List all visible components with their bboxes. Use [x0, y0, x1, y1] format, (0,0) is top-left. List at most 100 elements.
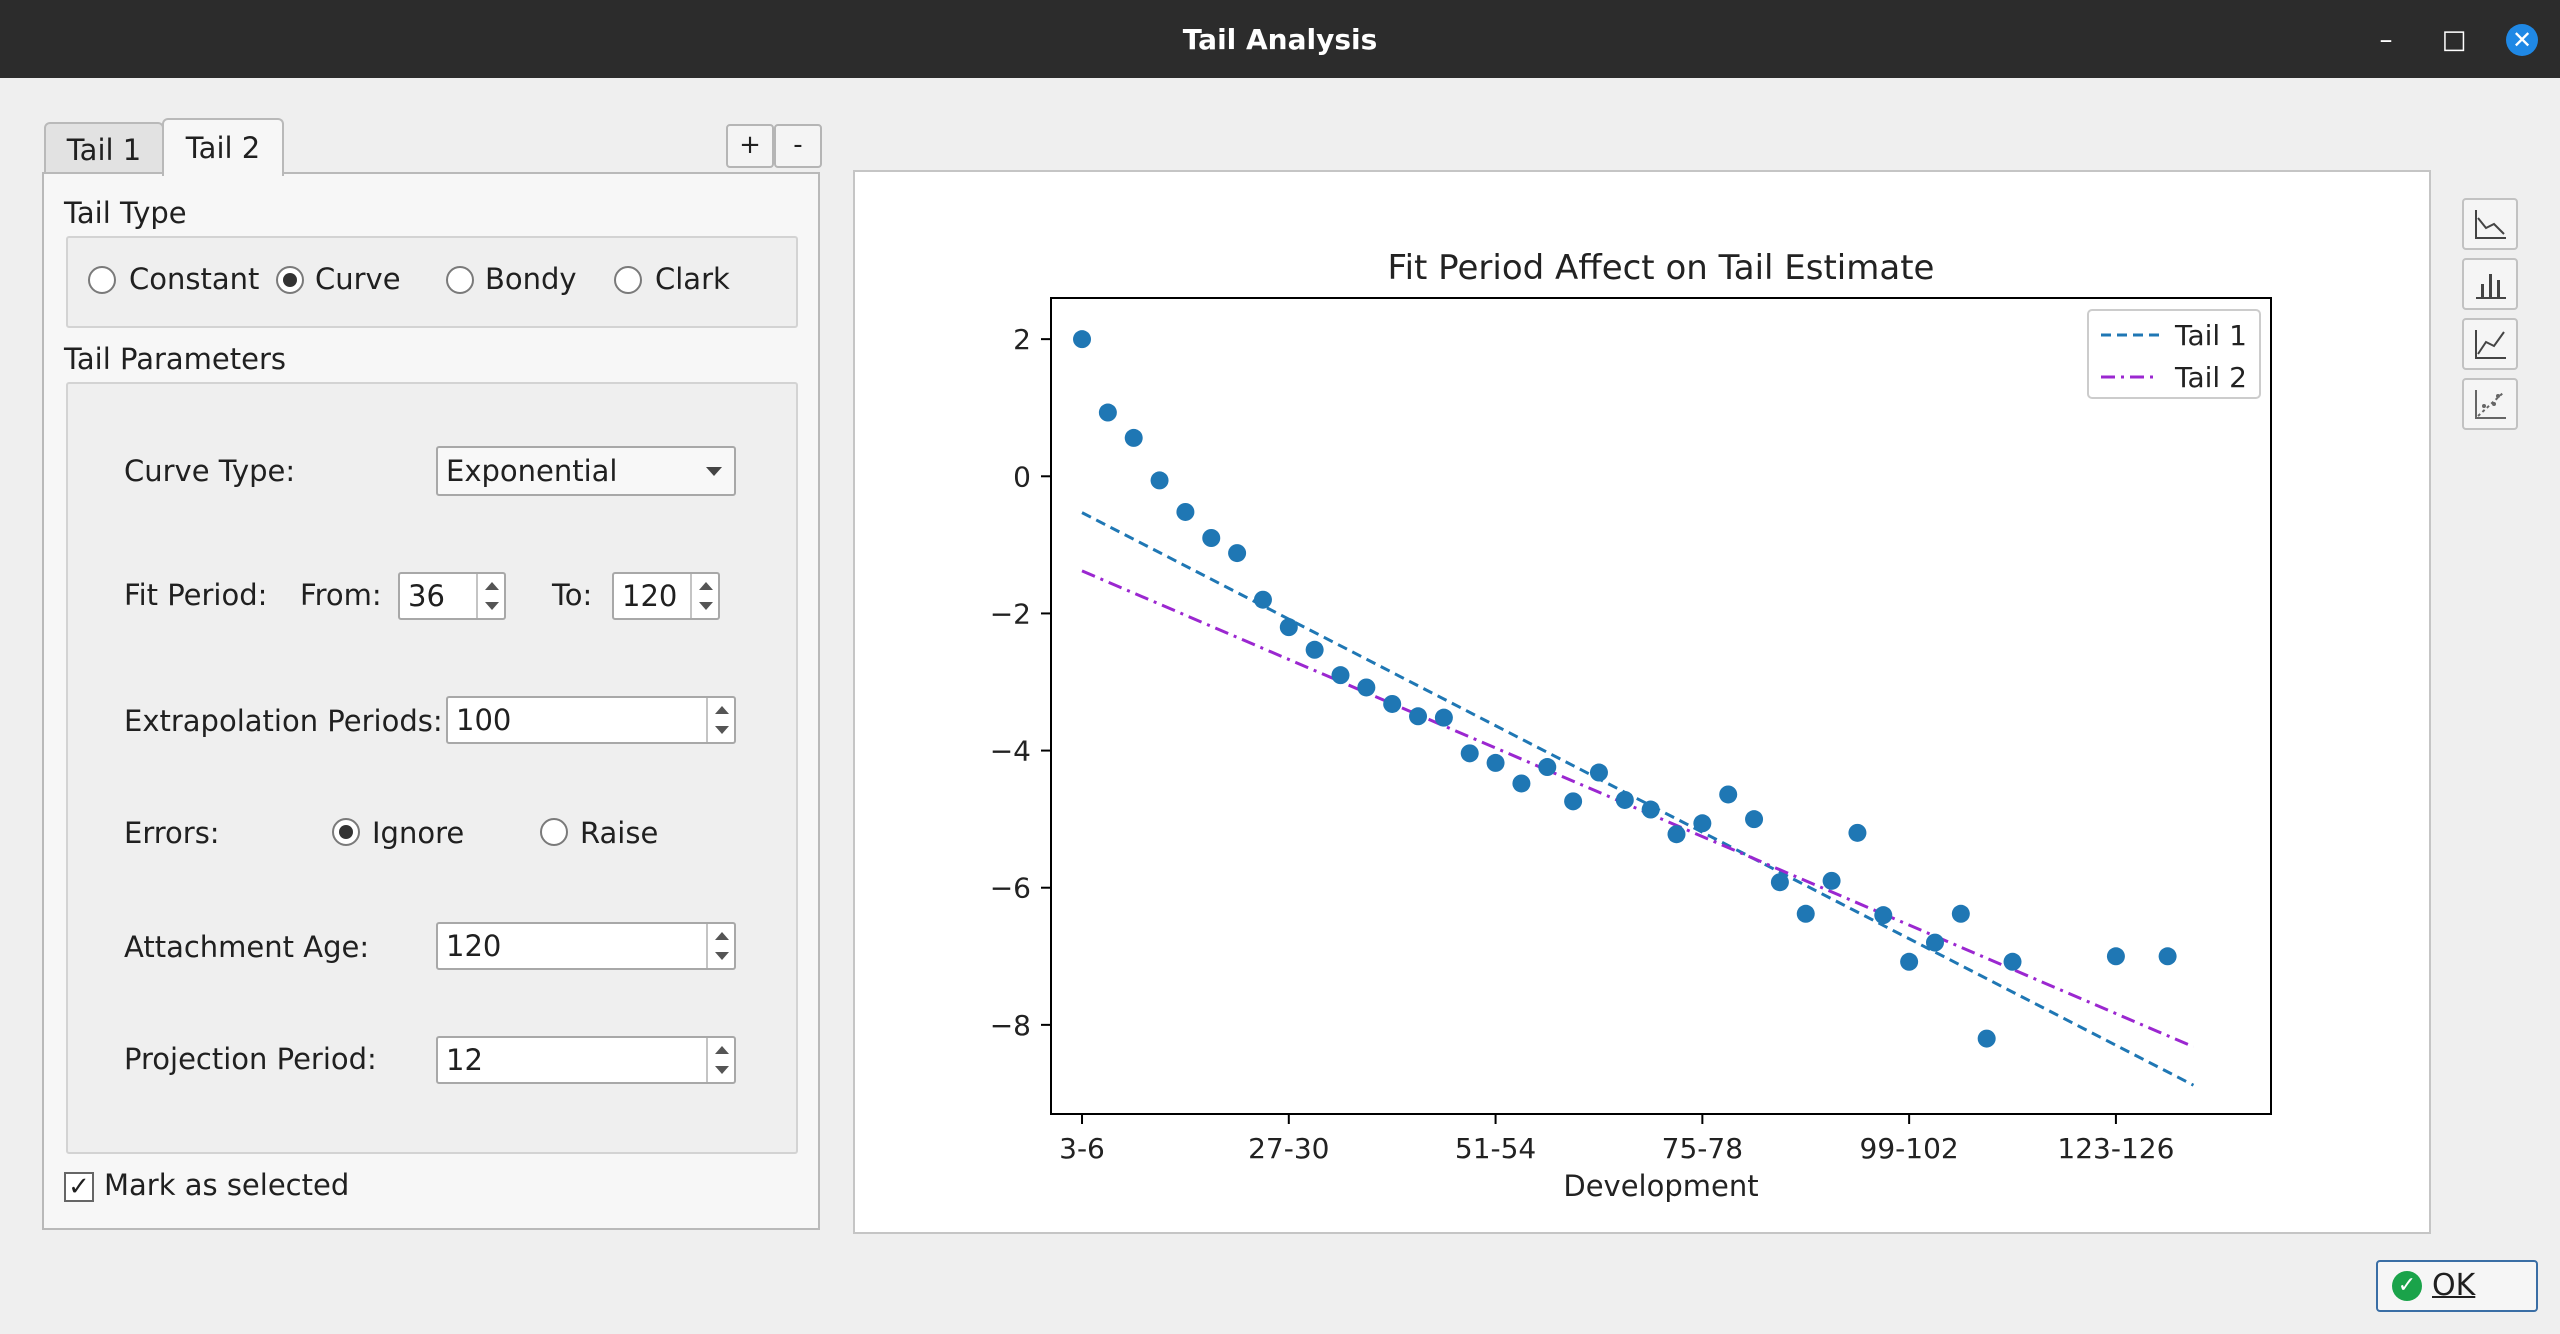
- data-point: [1305, 640, 1324, 659]
- fit-line-tail-1: [1081, 511, 2195, 1087]
- extrapolation-periods-value: 100: [456, 703, 512, 737]
- data-point: [1202, 529, 1221, 547]
- data-point: [1512, 774, 1531, 793]
- minimize-button[interactable]: –: [2379, 25, 2393, 55]
- data-point: [1564, 792, 1583, 811]
- data-point: [1409, 707, 1428, 726]
- data-point: [1228, 544, 1247, 563]
- data-point: [1253, 590, 1272, 609]
- curve-type-label: Curve Type:: [124, 454, 296, 488]
- radio-curve[interactable]: [276, 266, 304, 294]
- radio-raise[interactable]: [540, 818, 568, 846]
- scatter-fit-icon: [2475, 390, 2506, 419]
- radio-constant[interactable]: [88, 266, 116, 294]
- fit-from-spin-buttons[interactable]: [476, 574, 504, 618]
- y-tick-label: −4: [990, 735, 1031, 768]
- data-point: [1434, 708, 1453, 727]
- data-point: [1073, 330, 1092, 349]
- attachment-age-value: 120: [446, 929, 502, 963]
- data-point: [1900, 952, 1919, 971]
- y-tick-label: 0: [1013, 460, 1031, 493]
- area-chart-button[interactable]: [2462, 318, 2518, 370]
- extrapolation-periods-spinbox[interactable]: 100: [446, 696, 736, 744]
- fit-period-label: Fit Period:: [124, 578, 268, 612]
- data-point: [1977, 1029, 1996, 1048]
- data-point: [2158, 947, 2177, 966]
- errors-label: Errors:: [124, 816, 220, 850]
- ok-button-label: OK: [2432, 1268, 2476, 1303]
- radio-constant-label: Constant: [129, 262, 260, 296]
- fit-to-spin-buttons[interactable]: [690, 574, 718, 618]
- data-point: [1150, 471, 1169, 490]
- data-point: [1589, 763, 1608, 782]
- radio-raise-label: Raise: [580, 816, 659, 850]
- x-tick-label: 75-78: [1662, 1132, 1743, 1165]
- radio-bondy-label: Bondy: [485, 262, 577, 296]
- mark-selected-checkbox[interactable]: ✓: [64, 1172, 94, 1202]
- data-point: [1745, 810, 1764, 829]
- extrapolation-spin-buttons[interactable]: [706, 698, 734, 742]
- fit-lines: [1081, 511, 2195, 1087]
- data-point: [1874, 906, 1893, 925]
- plot-area: Fit Period Affect on Tail Estimate 2 0 −2 −…: [853, 170, 2431, 1234]
- fit-from-label: From:: [300, 578, 382, 612]
- chart-axes-frame: [1050, 297, 2272, 1115]
- data-point: [1667, 825, 1686, 844]
- fit-from-value: 36: [408, 579, 445, 613]
- radio-clark[interactable]: [614, 266, 642, 294]
- attachment-age-spinbox[interactable]: 120: [436, 922, 736, 970]
- add-tab-button[interactable]: +: [726, 124, 774, 168]
- data-point: [1848, 823, 1867, 842]
- window-title-bar: Tail Analysis – □ ✕: [0, 0, 2560, 78]
- scatter-fit-button[interactable]: [2462, 378, 2518, 430]
- x-tick-label: 51-54: [1455, 1132, 1536, 1165]
- x-tick-label: 99-102: [1860, 1132, 1959, 1165]
- data-point: [1176, 502, 1195, 521]
- x-tick-label: 123-126: [2057, 1132, 2174, 1165]
- bar-chart-icon: [2476, 274, 2506, 299]
- line-chart-button[interactable]: [2462, 198, 2518, 250]
- fit-to-spinbox[interactable]: 120: [612, 572, 720, 620]
- tail-estimate-chart: Fit Period Affect on Tail Estimate 2 0 −2 −…: [990, 248, 2272, 1203]
- fit-line-tail-2: [1081, 569, 2195, 1049]
- area-chart-icon: [2475, 330, 2506, 359]
- x-axis-ticks: 3-6 27-30 51-54 75-78 99-102 123-126: [1059, 1114, 2174, 1165]
- data-point: [1538, 758, 1557, 777]
- line-chart-icon: [2475, 210, 2506, 239]
- data-point: [1124, 428, 1143, 447]
- attachment-age-label: Attachment Age:: [124, 930, 370, 964]
- x-axis-label: Development: [1563, 1169, 1758, 1203]
- close-button[interactable]: ✕: [2506, 24, 2538, 56]
- tab-tail-2[interactable]: Tail 2: [162, 118, 284, 176]
- radio-ignore[interactable]: [332, 818, 360, 846]
- remove-tab-button[interactable]: -: [774, 124, 822, 168]
- radio-clark-label: Clark: [655, 262, 730, 296]
- mark-selected-label: Mark as selected: [104, 1168, 350, 1202]
- extrapolation-periods-label: Extrapolation Periods:: [124, 704, 443, 738]
- tab-tail-1[interactable]: Tail 1: [44, 122, 164, 174]
- data-point: [1383, 694, 1402, 713]
- data-point: [1357, 678, 1376, 697]
- bar-chart-button[interactable]: [2462, 258, 2518, 310]
- fit-to-label: To:: [552, 578, 593, 612]
- chart-title: Fit Period Affect on Tail Estimate: [1388, 248, 1935, 288]
- data-point: [2003, 952, 2022, 971]
- projection-period-value: 12: [446, 1043, 483, 1077]
- attachment-age-spin-buttons[interactable]: [706, 924, 734, 968]
- maximize-button[interactable]: □: [2441, 25, 2467, 55]
- tail-parameters-group: [66, 382, 798, 1154]
- fit-from-spinbox[interactable]: 36: [398, 572, 506, 620]
- projection-period-spin-buttons[interactable]: [706, 1038, 734, 1082]
- x-tick-label: 27-30: [1248, 1132, 1329, 1165]
- projection-period-spinbox[interactable]: 12: [436, 1036, 736, 1084]
- curve-type-value: Exponential: [446, 454, 618, 488]
- y-tick-label: −2: [990, 597, 1031, 630]
- scatter-points: [1073, 330, 2177, 1048]
- tail-type-heading: Tail Type: [64, 196, 187, 230]
- tail-parameters-heading: Tail Parameters: [64, 342, 287, 376]
- ok-button[interactable]: ✓ OK: [2376, 1260, 2538, 1312]
- curve-type-dropdown[interactable]: Exponential: [436, 446, 736, 496]
- chart-legend: Tail 1 Tail 2: [2087, 309, 2261, 399]
- radio-bondy[interactable]: [446, 266, 474, 294]
- chevron-down-icon: [706, 467, 722, 476]
